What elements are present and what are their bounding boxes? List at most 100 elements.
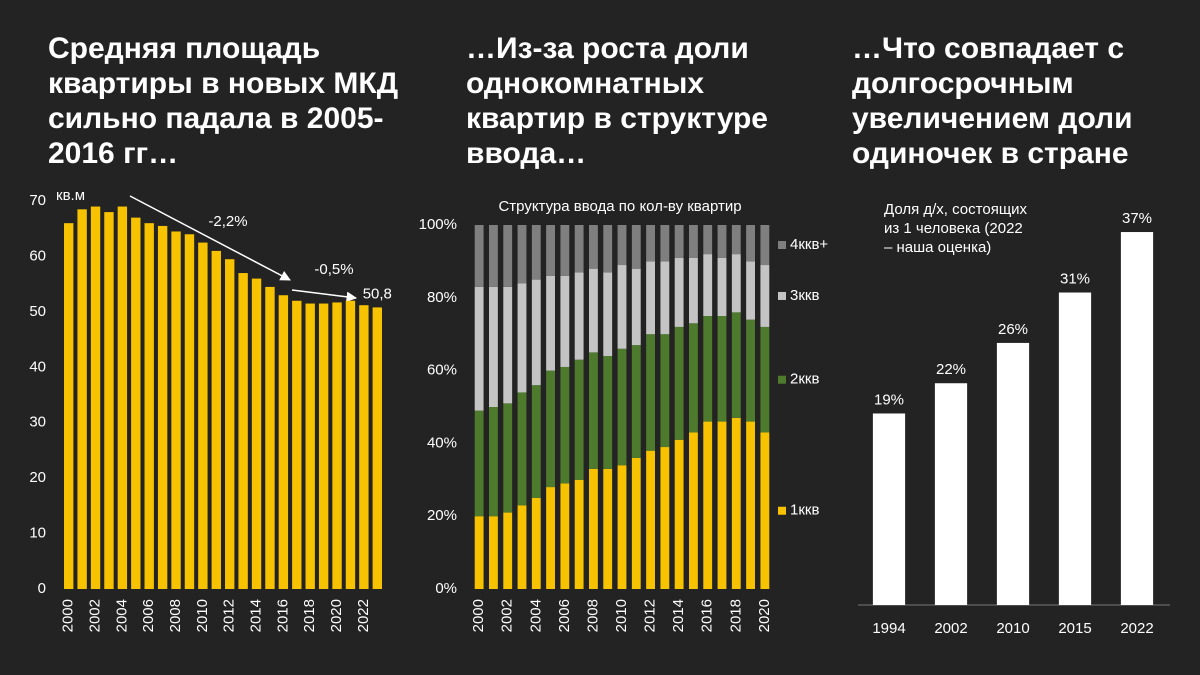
chart-title: Структура ввода по кол-ву квартир: [498, 198, 741, 215]
bar-segment: [646, 334, 655, 451]
bar-segment: [660, 447, 670, 589]
x-tick-label: 2008: [167, 599, 184, 632]
bar-segment: [489, 407, 498, 517]
bar-segment: [503, 512, 513, 589]
x-tick-label: 2000: [60, 599, 77, 632]
bar-segment: [531, 225, 541, 280]
x-tick-label: 2000: [470, 599, 487, 632]
value-label: 37%: [1122, 210, 1152, 227]
x-tick-label: 2012: [642, 599, 659, 632]
bar-segment: [489, 286, 498, 407]
bar: [251, 278, 262, 589]
x-tick-label: 2002: [934, 620, 967, 637]
x-tick-label: 2014: [248, 599, 265, 632]
bar: [359, 305, 369, 589]
bar-segment: [489, 225, 498, 287]
y-tick-label: 30: [29, 414, 46, 431]
bar-segment: [660, 225, 670, 262]
x-tick-label: 2016: [274, 599, 291, 632]
bar-segment: [674, 225, 684, 258]
bar-segment: [589, 468, 598, 589]
bar-segment: [474, 225, 484, 287]
bar: [104, 212, 114, 590]
bar-segment: [631, 225, 641, 269]
subtitle: – наша оценка): [884, 239, 991, 256]
bar: [198, 242, 208, 590]
y-tick-label: 40%: [427, 434, 457, 451]
bar-segment: [760, 326, 770, 433]
bar: [157, 225, 168, 589]
bar-segment: [760, 225, 770, 266]
bar-segment: [560, 275, 570, 367]
x-tick-label: 2008: [584, 599, 601, 632]
legend-label: 4ккв+: [790, 236, 828, 253]
bar: [872, 413, 906, 605]
x-tick-label: 2020: [756, 599, 773, 632]
bar: [144, 223, 154, 589]
y-tick-label: 0%: [435, 580, 457, 597]
heading: ввода…: [466, 137, 586, 170]
y-tick-label: 40: [29, 358, 46, 375]
bar-segment: [531, 498, 541, 589]
bar-segment: [689, 323, 698, 433]
y-tick-label: 0: [38, 580, 46, 597]
bar-segment: [503, 225, 513, 287]
bar: [372, 307, 382, 589]
bar-segment: [660, 334, 670, 448]
annotation: -2,2%: [208, 213, 247, 230]
x-tick-label: 2010: [194, 599, 211, 632]
heading: сильно падала в 2005-: [48, 102, 384, 135]
bar-segment: [617, 465, 627, 589]
bar-segment: [631, 268, 641, 346]
bar-segment: [731, 312, 741, 418]
bar-segment: [546, 225, 555, 276]
bar-segment: [617, 225, 627, 266]
legend-swatch: [778, 241, 786, 250]
x-tick-label: 2016: [699, 599, 716, 632]
x-tick-label: 2014: [670, 599, 687, 632]
bar-segment: [746, 319, 755, 422]
x-tick-label: 2010: [613, 599, 630, 632]
bar-segment: [589, 352, 598, 469]
bar: [332, 302, 342, 589]
heading: квартиры в новых МКД: [48, 67, 398, 100]
x-tick-label: 2018: [727, 599, 744, 632]
bar-segment: [531, 385, 541, 498]
x-tick-label: 2006: [140, 599, 157, 632]
y-tick-label: 10: [29, 525, 46, 542]
legend-label: 3ккв: [790, 287, 819, 304]
heading: одиночек в стране: [852, 137, 1129, 170]
x-tick-label: 2015: [1058, 620, 1091, 637]
bar-segment: [603, 356, 613, 469]
value-label: 50,8: [363, 285, 392, 302]
bar: [292, 300, 302, 589]
bar-segment: [517, 225, 527, 284]
bar: [225, 259, 235, 589]
bar-segment: [731, 417, 741, 589]
bar-segment: [717, 316, 727, 422]
legend-label: 1ккв: [790, 502, 819, 519]
value-label: 26%: [998, 321, 1028, 338]
bar: [64, 223, 74, 589]
heading: долгосрочным: [852, 67, 1074, 100]
bar-segment: [574, 272, 584, 360]
bar-segment: [531, 279, 541, 386]
bar-segment: [717, 421, 727, 589]
annotation: -0,5%: [314, 261, 353, 278]
x-tick-label: 2022: [1120, 620, 1153, 637]
bar-segment: [646, 261, 655, 335]
heading: квартир в структуре: [466, 102, 768, 135]
bar-segment: [674, 326, 684, 440]
legend-swatch: [778, 291, 786, 300]
bar-segment: [689, 225, 698, 258]
x-tick-label: 2002: [499, 599, 516, 632]
x-tick-label: 2022: [355, 599, 372, 632]
legend-label: 2ккв: [790, 371, 819, 388]
value-label: 31%: [1060, 270, 1090, 287]
bar-segment: [660, 261, 670, 335]
bar-segment: [546, 487, 555, 589]
bar-segment: [674, 439, 684, 589]
bar-segment: [731, 225, 741, 255]
x-tick-label: 2018: [301, 599, 318, 632]
